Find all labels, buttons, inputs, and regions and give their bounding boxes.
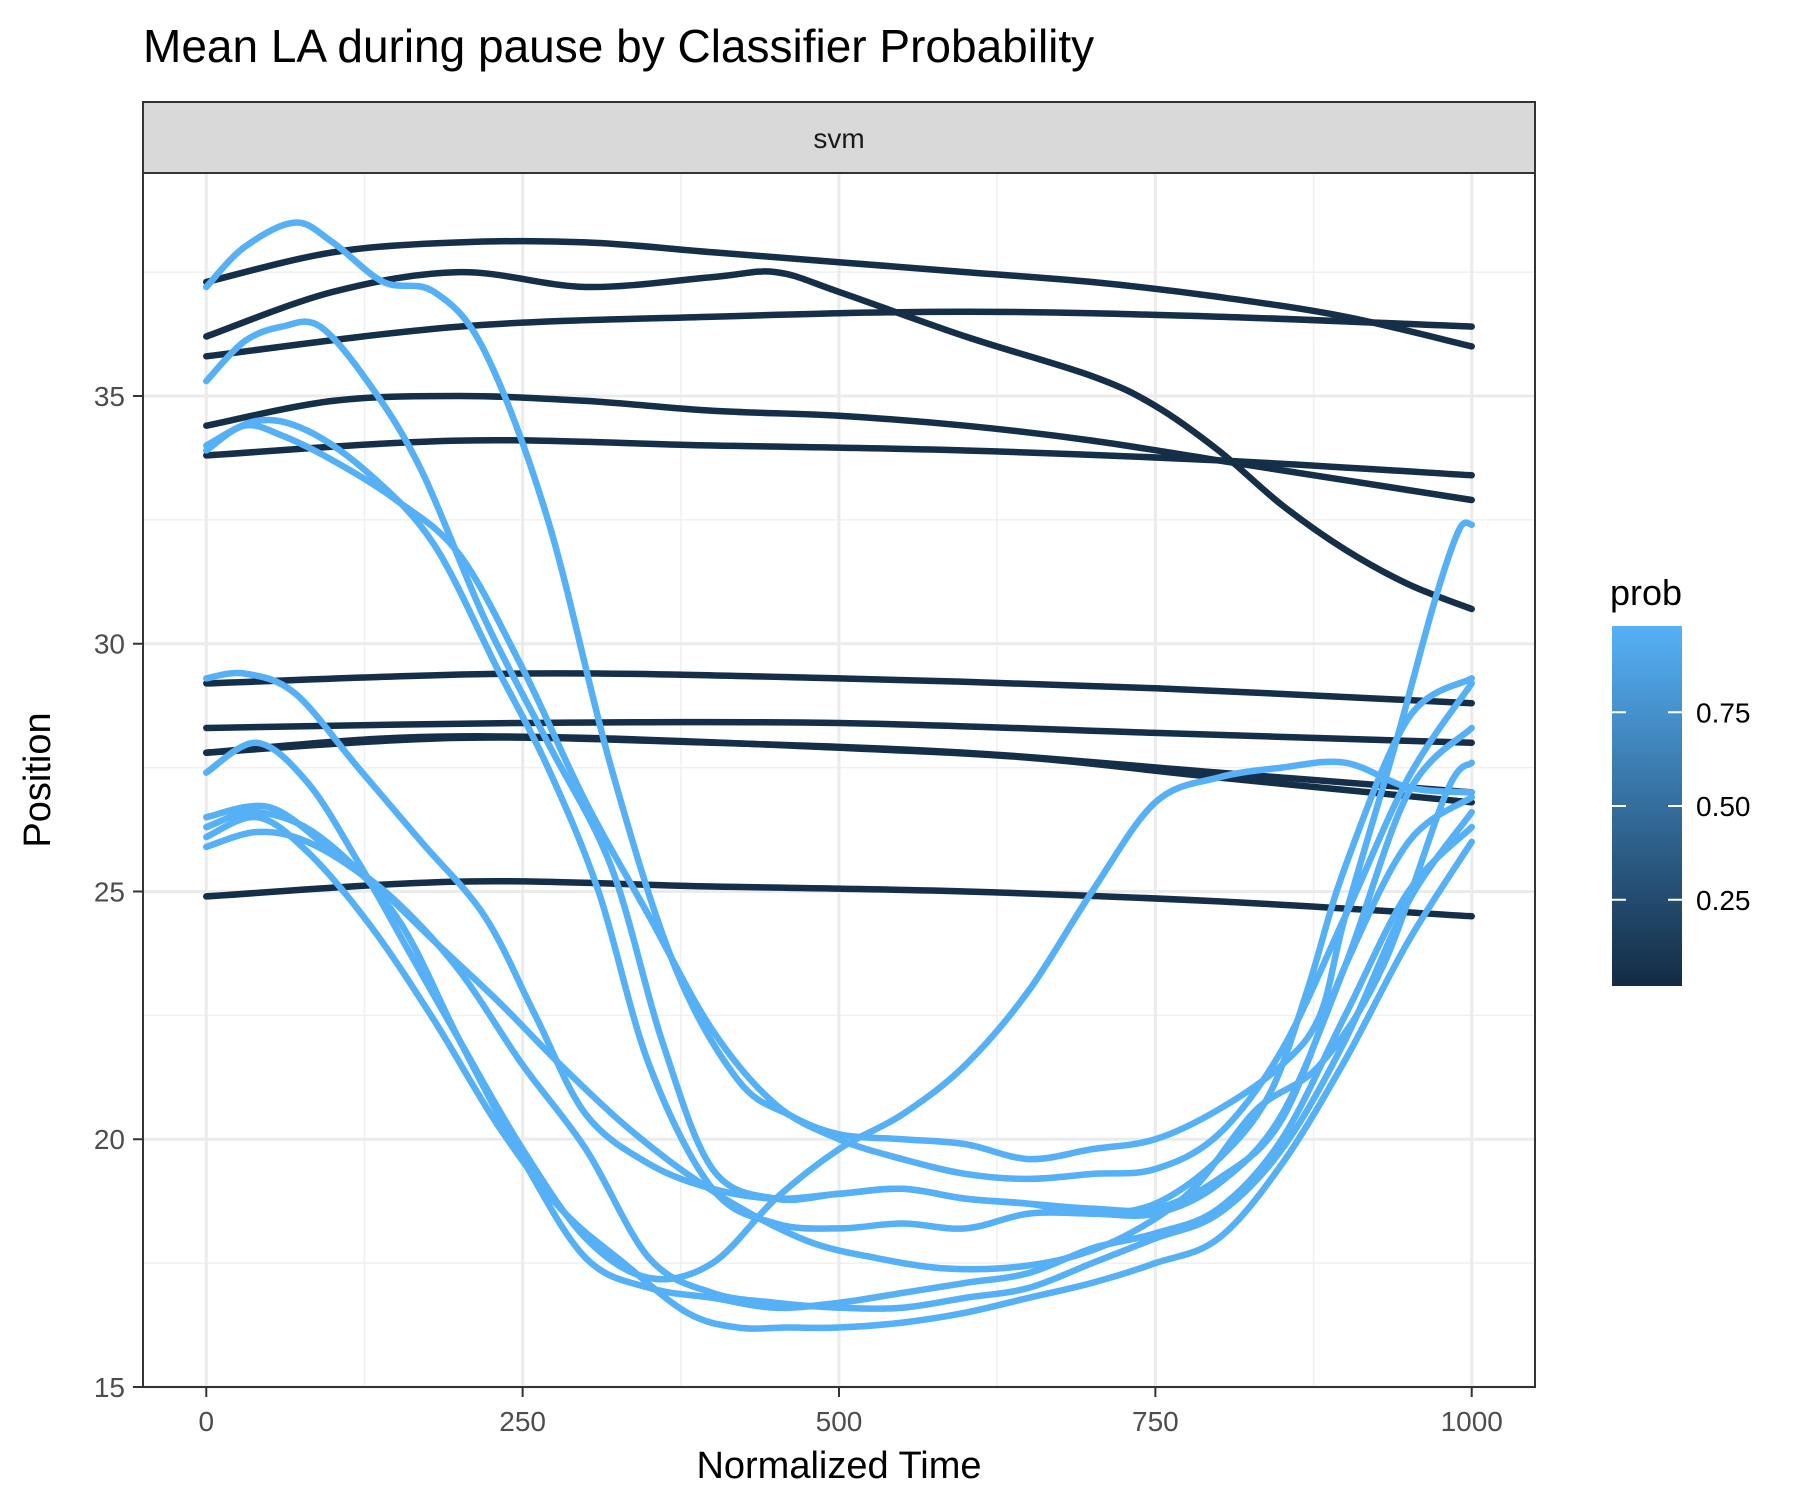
- facet-strip-background: [142, 101, 1536, 174]
- x-tick-label: 250: [499, 1406, 546, 1437]
- legend-tick-label: 0.50: [1696, 791, 1751, 822]
- y-tick-label: 30: [94, 629, 125, 660]
- series-line-4: [203, 392, 1475, 504]
- series-line-19: [203, 813, 1475, 1332]
- y-axis-title: Position: [17, 712, 59, 847]
- x-tick-label: 0: [198, 1406, 214, 1437]
- series-layer: [203, 219, 1475, 1332]
- series-line-20: [203, 759, 1475, 1273]
- legend-tick-label: 0.75: [1696, 697, 1751, 728]
- y-axis: 15 20 25 30 35: [94, 381, 143, 1403]
- legend-ticks: 0.25 0.50 0.75: [1612, 697, 1751, 916]
- series-line-15: [203, 669, 1475, 1215]
- series-line-5: [203, 437, 1475, 479]
- x-axis-title: Normalized Time: [696, 1445, 981, 1487]
- chart-title: Mean LA during pause by Classifier Proba…: [143, 20, 1094, 72]
- y-tick-label: 25: [94, 876, 125, 907]
- y-tick-label: 35: [94, 381, 125, 412]
- x-tick-label: 750: [1132, 1406, 1179, 1437]
- series-line-16: [203, 739, 1475, 1283]
- plot-panel: [142, 172, 1536, 1389]
- legend: prob 0.25 0.50 0.75: [1610, 572, 1751, 986]
- x-tick-label: 500: [816, 1406, 863, 1437]
- x-axis: 0 250 500 750 1000: [198, 1387, 1503, 1437]
- series-line-1: [203, 237, 1475, 350]
- y-tick-label: 20: [94, 1124, 125, 1155]
- y-tick-label: 15: [94, 1372, 125, 1403]
- series-line-14: [203, 421, 1475, 1183]
- series-line-7: [203, 718, 1475, 747]
- legend-tick-label: 0.25: [1696, 885, 1751, 916]
- series-line-3: [203, 308, 1475, 360]
- facet-strip: svm: [142, 101, 1536, 174]
- series-line-2: [203, 268, 1475, 613]
- series-line-18: [203, 808, 1475, 1312]
- facet-strip-label: svm: [813, 123, 864, 154]
- legend-title: prob: [1610, 572, 1682, 613]
- series-line-10: [203, 878, 1475, 920]
- series-line-6: [203, 670, 1475, 707]
- x-tick-label: 1000: [1441, 1406, 1503, 1437]
